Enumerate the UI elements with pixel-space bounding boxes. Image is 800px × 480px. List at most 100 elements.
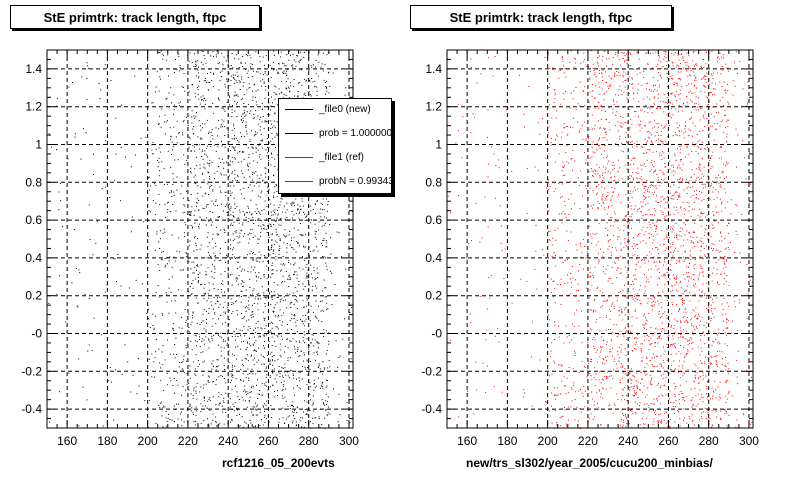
data-point <box>664 163 665 164</box>
data-point <box>203 80 205 82</box>
data-point <box>285 236 287 238</box>
data-point <box>241 363 243 365</box>
data-point <box>593 97 595 99</box>
data-point <box>602 379 604 381</box>
data-point <box>276 121 278 123</box>
data-point <box>626 168 628 170</box>
data-point <box>302 283 304 285</box>
data-point <box>232 303 234 305</box>
data-point <box>197 302 199 304</box>
data-point <box>260 140 262 142</box>
data-point <box>287 69 289 71</box>
y-tick-label: 1.2 <box>25 100 42 114</box>
data-point <box>624 59 626 61</box>
data-point <box>244 307 246 309</box>
data-point <box>250 314 252 316</box>
data-point <box>629 215 631 217</box>
data-point <box>607 280 609 282</box>
data-point <box>189 404 191 406</box>
data-point <box>316 341 318 343</box>
data-point <box>610 83 612 85</box>
data-point <box>252 313 254 315</box>
data-point <box>523 389 525 391</box>
data-point <box>190 224 192 226</box>
data-point <box>209 341 211 343</box>
data-point <box>588 138 589 140</box>
data-point <box>624 326 626 328</box>
data-point <box>628 222 630 224</box>
data-point <box>197 202 199 204</box>
data-point <box>608 278 610 279</box>
data-point <box>351 307 353 308</box>
data-point <box>598 137 600 139</box>
data-point <box>84 293 86 295</box>
data-point <box>312 334 314 336</box>
data-point <box>640 109 642 111</box>
data-point <box>199 272 201 274</box>
data-point <box>174 71 175 73</box>
data-point <box>170 191 172 193</box>
data-point <box>149 400 151 402</box>
data-point <box>602 292 604 294</box>
data-point <box>660 75 662 77</box>
data-point <box>191 282 193 284</box>
data-point <box>294 299 296 300</box>
data-point <box>152 313 154 315</box>
data-point <box>583 58 585 60</box>
data-point <box>658 383 660 384</box>
data-point <box>117 254 119 255</box>
data-point <box>298 281 300 282</box>
data-point <box>304 213 305 215</box>
data-point <box>296 424 297 426</box>
data-point <box>321 209 323 211</box>
data-point <box>254 406 256 408</box>
data-point <box>640 302 642 304</box>
data-point <box>217 120 219 122</box>
data-point <box>81 76 83 78</box>
data-point <box>242 56 244 57</box>
data-point <box>239 425 241 427</box>
data-point <box>245 391 246 393</box>
data-point <box>196 112 197 114</box>
data-point <box>295 425 297 427</box>
data-point <box>213 144 215 146</box>
data-point <box>217 234 219 236</box>
data-point <box>650 383 652 385</box>
data-point <box>659 185 661 187</box>
data-point <box>600 347 602 349</box>
data-point <box>597 200 599 202</box>
data-point <box>271 416 273 418</box>
data-point <box>196 144 198 146</box>
data-point <box>592 207 593 209</box>
data-point <box>166 98 168 99</box>
data-point <box>574 399 576 401</box>
data-point <box>658 421 659 423</box>
data-point <box>629 330 631 332</box>
data-point <box>619 379 621 381</box>
data-point <box>656 261 658 263</box>
data-point <box>304 400 306 402</box>
data-point <box>272 310 274 312</box>
data-point <box>554 98 556 100</box>
data-point <box>507 107 509 109</box>
data-point <box>233 406 235 407</box>
data-point <box>344 94 346 96</box>
data-point <box>302 321 304 322</box>
data-point <box>305 368 307 370</box>
data-point <box>293 59 295 61</box>
data-point <box>611 340 613 342</box>
data-point <box>325 400 327 402</box>
data-point <box>574 160 576 162</box>
data-point <box>229 406 231 408</box>
data-point <box>309 410 311 412</box>
data-point <box>251 411 253 413</box>
data-point <box>492 75 494 77</box>
data-point <box>666 73 668 75</box>
data-point <box>213 308 214 310</box>
data-point <box>652 90 654 92</box>
data-point <box>258 218 260 219</box>
data-point <box>260 298 262 300</box>
data-point <box>288 259 290 261</box>
data-point <box>666 394 668 396</box>
data-point <box>584 406 586 408</box>
